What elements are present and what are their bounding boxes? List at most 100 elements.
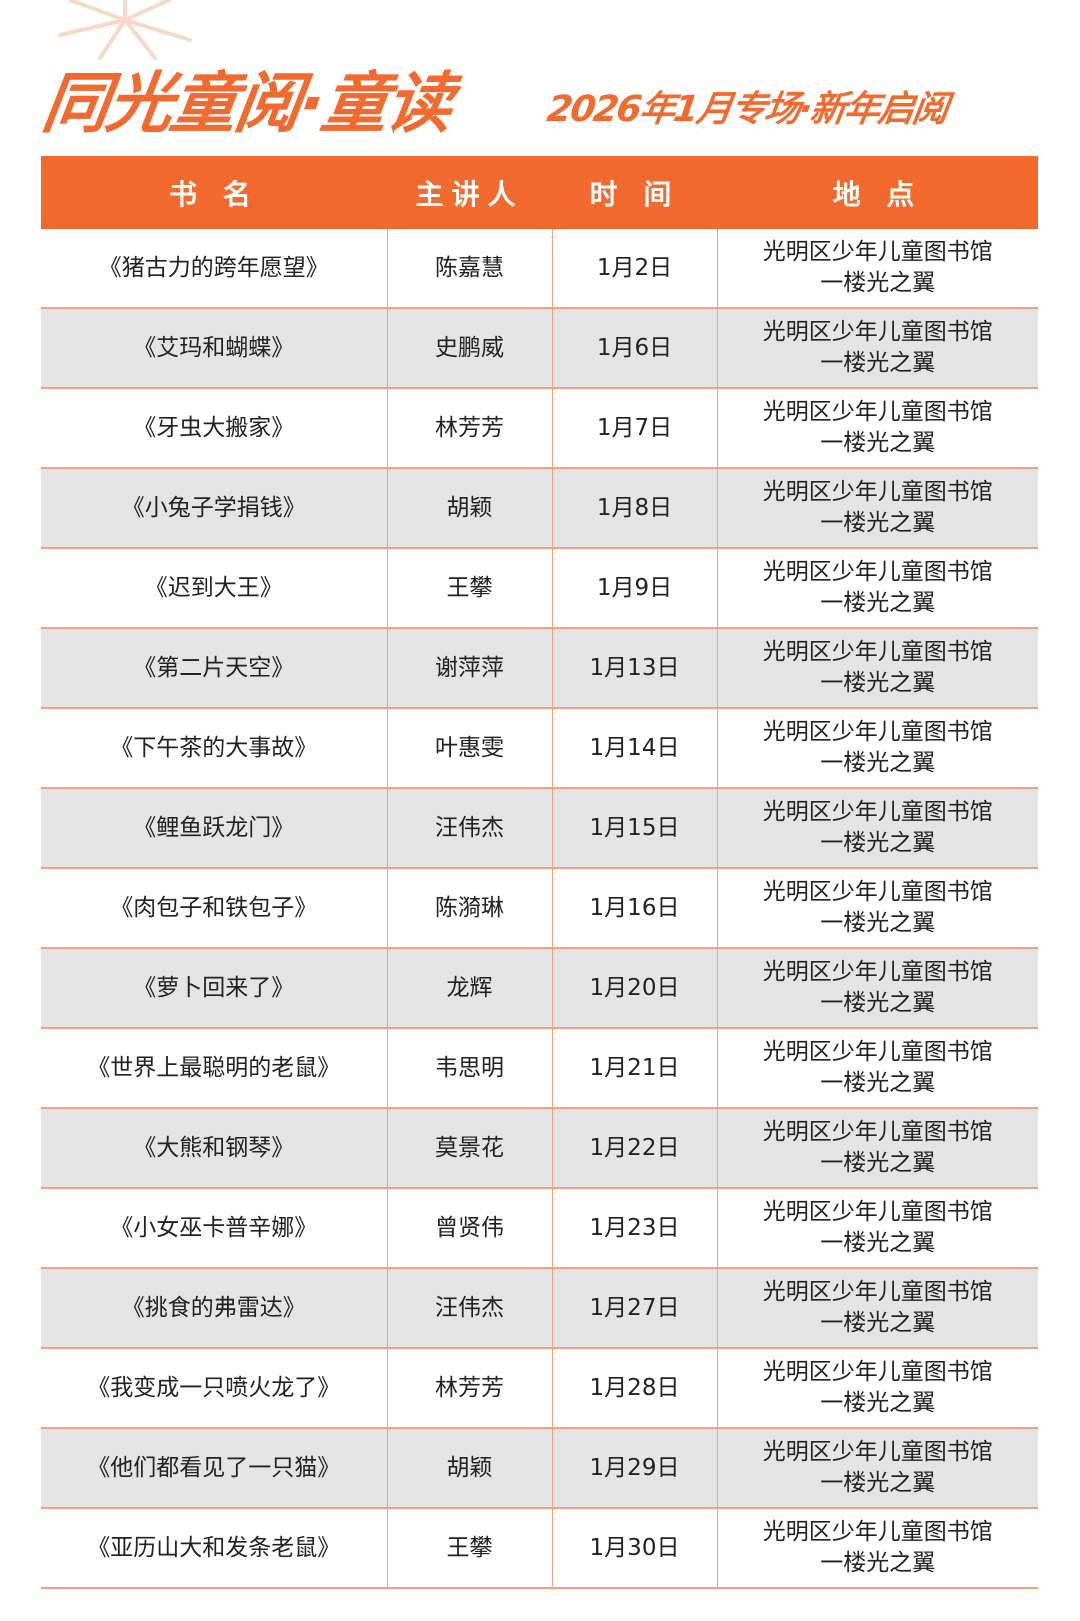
date-cell: 1月2日 xyxy=(551,229,717,309)
speaker-cell: 胡颖 xyxy=(386,468,552,549)
date-cell: 1月30日 xyxy=(551,1508,717,1589)
schedule-table: 书 名 主讲人 时 间 地 点 《猪古力的跨年愿望》 陈嘉慧 1月2日 光明区少年儿童… xyxy=(41,156,1038,1589)
place-line-1: 光明区少年儿童图书馆 xyxy=(762,239,993,265)
place-cell: 光明区少年儿童图书馆 一楼光之翼 xyxy=(716,708,1038,789)
speaker-cell: 叶惠雯 xyxy=(386,708,552,789)
date-cell: 1月14日 xyxy=(551,708,717,789)
table-row: 《肉包子和铁包子》 陈漪琳 1月16日 光明区少年儿童图书馆 一楼光之翼 xyxy=(41,868,1038,949)
table-row: 《牙虫大搬家》 林芳芳 1月7日 光明区少年儿童图书馆 一楼光之翼 xyxy=(41,388,1038,469)
place-line-1: 光明区少年儿童图书馆 xyxy=(762,879,993,905)
column-header-place: 地 点 xyxy=(717,156,1038,229)
table-row: 《小女巫卡普辛娜》 曾贤伟 1月23日 光明区少年儿童图书馆 一楼光之翼 xyxy=(41,1188,1038,1269)
table-row: 《我变成一只喷火龙了》 林芳芳 1月28日 光明区少年儿童图书馆 一楼光之翼 xyxy=(41,1348,1038,1429)
place-cell: 光明区少年儿童图书馆 一楼光之翼 xyxy=(716,388,1038,469)
date-cell: 1月28日 xyxy=(551,1348,717,1429)
date-cell: 1月20日 xyxy=(551,948,717,1029)
place-line-2: 一楼光之翼 xyxy=(820,510,936,536)
place-line-2: 一楼光之翼 xyxy=(820,1310,936,1336)
book-title-cell: 《猪古力的跨年愿望》 xyxy=(41,229,387,309)
table-row: 《鲤鱼跃龙门》 汪伟杰 1月15日 光明区少年儿童图书馆 一楼光之翼 xyxy=(41,788,1038,869)
speaker-cell: 谢萍萍 xyxy=(386,628,552,709)
table-row: 《亚历山大和发条老鼠》 王攀 1月30日 光明区少年儿童图书馆 一楼光之翼 xyxy=(41,1508,1038,1589)
speaker-cell: 林芳芳 xyxy=(386,388,552,469)
place-line-2: 一楼光之翼 xyxy=(820,1070,936,1096)
place-cell: 光明区少年儿童图书馆 一楼光之翼 xyxy=(716,868,1038,949)
place-cell: 光明区少年儿童图书馆 一楼光之翼 xyxy=(716,1428,1038,1509)
place-line-1: 光明区少年儿童图书馆 xyxy=(762,1039,993,1065)
place-line-2: 一楼光之翼 xyxy=(820,1150,936,1176)
place-line-1: 光明区少年儿童图书馆 xyxy=(762,799,993,825)
date-cell: 1月22日 xyxy=(551,1108,717,1189)
table-row: 《挑食的弗雷达》 汪伟杰 1月27日 光明区少年儿童图书馆 一楼光之翼 xyxy=(41,1268,1038,1349)
place-cell: 光明区少年儿童图书馆 一楼光之翼 xyxy=(716,1348,1038,1429)
speaker-cell: 史鹏威 xyxy=(386,308,552,389)
place-cell: 光明区少年儿童图书馆 一楼光之翼 xyxy=(716,788,1038,869)
date-cell: 1月23日 xyxy=(551,1188,717,1269)
book-title-cell: 《他们都看见了一只猫》 xyxy=(41,1428,387,1509)
column-header-book: 书 名 xyxy=(41,156,387,229)
place-line-1: 光明区少年儿童图书馆 xyxy=(762,1439,993,1465)
date-cell: 1月27日 xyxy=(551,1268,717,1349)
place-line-2: 一楼光之翼 xyxy=(820,1230,936,1256)
book-title-cell: 《肉包子和铁包子》 xyxy=(41,868,387,949)
page-subtitle: 2026年1月专场·新年启阅 xyxy=(544,89,950,130)
place-line-1: 光明区少年儿童图书馆 xyxy=(762,1519,993,1545)
table-row: 《艾玛和蝴蝶》 史鹏威 1月6日 光明区少年儿童图书馆 一楼光之翼 xyxy=(41,308,1038,389)
date-cell: 1月9日 xyxy=(551,548,717,629)
speaker-cell: 韦思明 xyxy=(386,1028,552,1109)
place-line-2: 一楼光之翼 xyxy=(820,670,936,696)
speaker-cell: 胡颖 xyxy=(386,1428,552,1509)
speaker-cell: 汪伟杰 xyxy=(386,1268,552,1349)
date-cell: 1月7日 xyxy=(551,388,717,469)
place-line-2: 一楼光之翼 xyxy=(820,270,936,296)
date-cell: 1月29日 xyxy=(551,1428,717,1509)
book-title-cell: 《第二片天空》 xyxy=(41,628,387,709)
book-title-cell: 《小兔子学捐钱》 xyxy=(41,468,387,549)
place-cell: 光明区少年儿童图书馆 一楼光之翼 xyxy=(716,229,1038,309)
place-cell: 光明区少年儿童图书馆 一楼光之翼 xyxy=(716,548,1038,629)
book-title-cell: 《鲤鱼跃龙门》 xyxy=(41,788,387,869)
place-cell: 光明区少年儿童图书馆 一楼光之翼 xyxy=(716,1508,1038,1589)
speaker-cell: 陈嘉慧 xyxy=(386,229,552,309)
date-cell: 1月8日 xyxy=(551,468,717,549)
place-line-2: 一楼光之翼 xyxy=(820,830,936,856)
place-line-1: 光明区少年儿童图书馆 xyxy=(762,959,993,985)
place-line-1: 光明区少年儿童图书馆 xyxy=(762,479,993,505)
table-row: 《萝卜回来了》 龙辉 1月20日 光明区少年儿童图书馆 一楼光之翼 xyxy=(41,948,1038,1029)
place-cell: 光明区少年儿童图书馆 一楼光之翼 xyxy=(716,1028,1038,1109)
table-row: 《迟到大王》 王攀 1月9日 光明区少年儿童图书馆 一楼光之翼 xyxy=(41,548,1038,629)
place-cell: 光明区少年儿童图书馆 一楼光之翼 xyxy=(716,308,1038,389)
speaker-cell: 王攀 xyxy=(386,1508,552,1589)
book-title-cell: 《我变成一只喷火龙了》 xyxy=(41,1348,387,1429)
book-title-cell: 《下午茶的大事故》 xyxy=(41,708,387,789)
firework-decoration-icon xyxy=(58,0,192,60)
book-title-cell: 《牙虫大搬家》 xyxy=(41,388,387,469)
column-header-speaker: 主讲人 xyxy=(387,156,552,229)
table-row: 《大熊和钢琴》 莫景花 1月22日 光明区少年儿童图书馆 一楼光之翼 xyxy=(41,1108,1038,1189)
table-row: 《他们都看见了一只猫》 胡颖 1月29日 光明区少年儿童图书馆 一楼光之翼 xyxy=(41,1428,1038,1509)
book-title-cell: 《大熊和钢琴》 xyxy=(41,1108,387,1189)
place-line-2: 一楼光之翼 xyxy=(820,1550,936,1576)
place-line-1: 光明区少年儿童图书馆 xyxy=(762,639,993,665)
table-header-row: 书 名 主讲人 时 间 地 点 xyxy=(41,156,1038,229)
place-line-1: 光明区少年儿童图书馆 xyxy=(762,319,993,345)
date-cell: 1月15日 xyxy=(551,788,717,869)
book-title-cell: 《小女巫卡普辛娜》 xyxy=(41,1188,387,1269)
place-line-1: 光明区少年儿童图书馆 xyxy=(762,1279,993,1305)
place-cell: 光明区少年儿童图书馆 一楼光之翼 xyxy=(716,468,1038,549)
speaker-cell: 莫景花 xyxy=(386,1108,552,1189)
place-cell: 光明区少年儿童图书馆 一楼光之翼 xyxy=(716,1268,1038,1349)
page-title: 同光童阅·童读 xyxy=(37,65,456,142)
place-line-2: 一楼光之翼 xyxy=(820,1390,936,1416)
place-line-1: 光明区少年儿童图书馆 xyxy=(762,1199,993,1225)
table-row: 《下午茶的大事故》 叶惠雯 1月14日 光明区少年儿童图书馆 一楼光之翼 xyxy=(41,708,1038,789)
place-line-1: 光明区少年儿童图书馆 xyxy=(762,1359,993,1385)
speaker-cell: 王攀 xyxy=(386,548,552,629)
book-title-cell: 《萝卜回来了》 xyxy=(41,948,387,1029)
column-header-date: 时 间 xyxy=(552,156,717,229)
table-row: 《小兔子学捐钱》 胡颖 1月8日 光明区少年儿童图书馆 一楼光之翼 xyxy=(41,468,1038,549)
book-title-cell: 《亚历山大和发条老鼠》 xyxy=(41,1508,387,1589)
table-row: 《第二片天空》 谢萍萍 1月13日 光明区少年儿童图书馆 一楼光之翼 xyxy=(41,628,1038,709)
place-line-1: 光明区少年儿童图书馆 xyxy=(762,719,993,745)
place-line-2: 一楼光之翼 xyxy=(820,750,936,776)
